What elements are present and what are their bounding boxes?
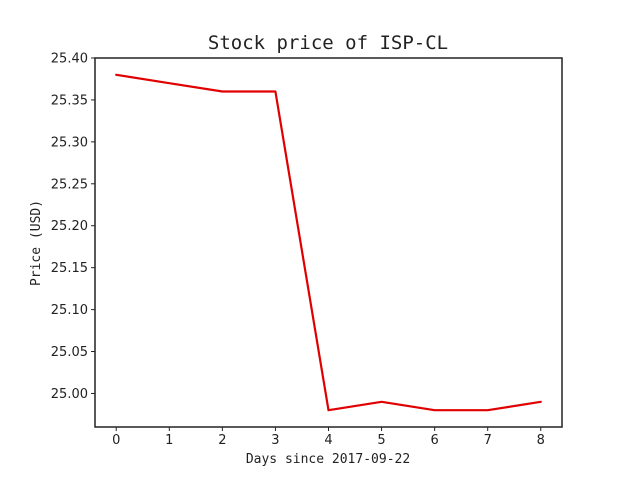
chart-title: Stock price of ISP-CL [208, 32, 448, 54]
x-tick-label: 8 [537, 433, 545, 448]
x-tick-label: 1 [165, 433, 173, 448]
plot-frame [94, 57, 563, 428]
y-tick-label: 25.30 [51, 135, 88, 150]
plot-area: 0 1 2 3 4 5 6 7 8 25.00 25.05 25.10 25.15 25.20 25.25 2… [51, 52, 563, 448]
y-tick-label: 25.10 [51, 303, 88, 318]
y-tick-label: 25.05 [51, 345, 88, 360]
x-tick-label: 7 [484, 433, 492, 448]
y-tick-label: 25.35 [51, 93, 88, 108]
y-tick-label: 25.40 [51, 52, 88, 67]
x-tick-label: 6 [430, 433, 438, 448]
y-axis-label: Price (USD) [29, 200, 44, 286]
x-axis-label: Days since 2017-09-22 [246, 452, 410, 467]
x-tick-label: 5 [377, 433, 385, 448]
x-tick-label: 2 [218, 433, 226, 448]
x-tick-label: 0 [112, 433, 120, 448]
y-tick-label: 25.20 [51, 219, 88, 234]
y-tick-label: 25.00 [51, 387, 88, 402]
y-tick-label: 25.15 [51, 261, 88, 276]
series-line-0 [115, 73, 542, 412]
x-tick-label: 3 [271, 433, 279, 448]
x-tick-label: 4 [324, 433, 332, 448]
y-tick-label: 25.25 [51, 177, 88, 192]
